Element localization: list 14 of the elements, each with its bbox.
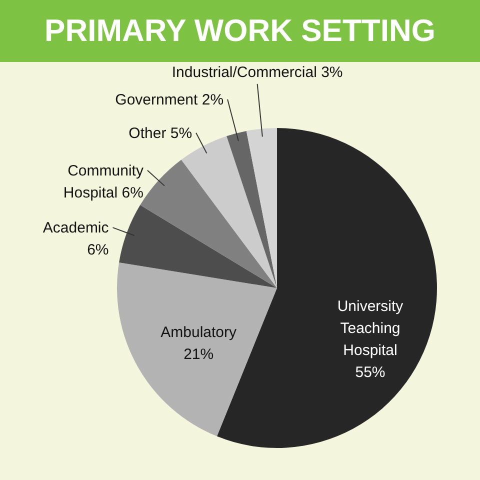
slice-label: University Teaching Hospital (337, 298, 404, 360)
slice-label: Other 5% (128, 124, 192, 142)
slice-label: Industrial/Commercial 3% (172, 64, 343, 81)
data-label: 55% (355, 364, 386, 382)
slice-label: Community Hospital 6% (63, 162, 144, 202)
pie-slice (117, 262, 277, 436)
data-label: 6% (87, 242, 109, 259)
chart-title: PRIMARY WORK SETTING (0, 0, 480, 62)
slice-label: Government 2% (115, 91, 224, 108)
pie-slice (226, 130, 277, 288)
data-label: 21% (184, 346, 214, 364)
pie-slice (119, 205, 277, 288)
slice-label: Ambulatory (160, 324, 238, 342)
slice-label: Academic (42, 220, 110, 237)
